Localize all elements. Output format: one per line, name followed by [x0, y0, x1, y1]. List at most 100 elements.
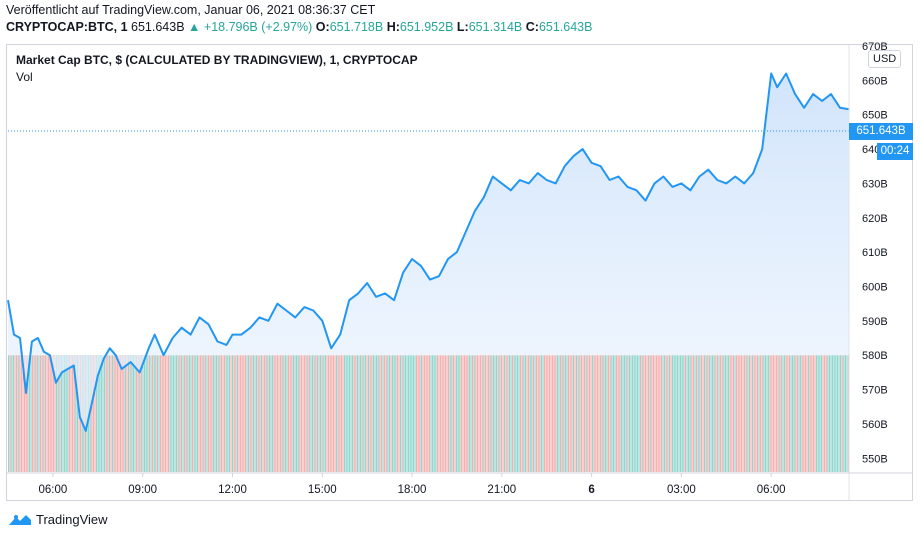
volume-bar: [115, 355, 117, 472]
volume-bar: [329, 355, 331, 472]
volume-bar: [54, 355, 56, 472]
symbol-ohlc-bar: CRYPTOCAP:BTC, 1 651.643B ▲ +18.796B (+2…: [6, 20, 592, 34]
volume-bar: [323, 355, 325, 472]
x-tick-label: 12:00: [218, 484, 247, 496]
volume-bar: [297, 355, 299, 472]
volume-bar: [315, 355, 317, 472]
volume-bar: [153, 355, 155, 472]
volume-bar: [817, 355, 819, 472]
volume-bar: [443, 355, 445, 472]
volume-bar: [94, 355, 96, 472]
volume-bar: [664, 355, 666, 472]
volume-bar: [129, 355, 131, 472]
volume-bar: [252, 355, 254, 472]
volume-bar: [675, 355, 677, 472]
volume-bar: [296, 355, 298, 472]
volume-bar: [265, 355, 267, 472]
volume-bar: [12, 355, 14, 472]
volume-bar: [126, 355, 128, 472]
volume-bar: [673, 355, 675, 472]
high-label: H:: [386, 20, 400, 34]
volume-bar: [160, 355, 162, 472]
volume-bar: [353, 355, 355, 472]
volume-bar: [504, 355, 506, 472]
volume-bar: [232, 355, 234, 472]
volume-bar: [475, 355, 477, 472]
volume-bar: [219, 355, 221, 472]
volume-bar: [276, 355, 278, 472]
volume-bar: [737, 355, 739, 472]
volume-bar: [761, 355, 763, 472]
volume-bar: [542, 355, 544, 472]
volume-bar: [377, 355, 379, 472]
currency-button[interactable]: USD: [868, 50, 902, 68]
volume-bar: [644, 355, 646, 472]
volume-bar: [547, 355, 549, 472]
volume-bar: [163, 355, 165, 472]
volume-bar: [531, 355, 533, 472]
volume-bar: [155, 355, 157, 472]
volume-bar: [636, 355, 638, 472]
volume-bar: [68, 355, 70, 472]
volume-bar: [254, 355, 256, 472]
volume-bar: [284, 355, 286, 472]
volume-bar: [372, 355, 374, 472]
volume-bar: [776, 355, 778, 472]
volume-bar: [667, 355, 669, 472]
volume-bar: [665, 355, 667, 472]
volume-bar: [646, 355, 648, 472]
volume-bar: [342, 355, 344, 472]
volume-bar: [502, 355, 504, 472]
volume-bar: [785, 355, 787, 472]
volume-bar: [100, 355, 102, 472]
volume-bar: [190, 355, 192, 472]
volume-bar: [697, 355, 699, 472]
price-line: [7, 72, 850, 432]
volume-bar: [723, 355, 725, 472]
volume-bar: [508, 355, 510, 472]
volume-bar: [632, 355, 634, 472]
volume-bar: [710, 355, 712, 472]
pane-title: Market Cap BTC, $ (CALCULATED BY TRADING…: [16, 53, 418, 67]
change-value: ▲ +18.796B (+2.97%): [188, 20, 313, 34]
volume-bar: [14, 355, 16, 472]
volume-bar: [238, 355, 240, 472]
footer-brand[interactable]: TradingView: [8, 512, 108, 527]
volume-bar: [331, 355, 333, 472]
volume-bar: [363, 355, 365, 472]
volume-bar: [289, 355, 291, 472]
volume-bar: [144, 355, 146, 472]
volume-bar: [244, 355, 246, 472]
volume-bar: [704, 355, 706, 472]
volume-bar: [291, 355, 293, 472]
volume-bar: [808, 355, 810, 472]
volume-bar: [768, 355, 770, 472]
volume-bar: [638, 355, 640, 472]
volume-bar: [500, 355, 502, 472]
chart-frame[interactable]: [6, 44, 913, 501]
volume-bar: [220, 355, 222, 472]
volume-bar: [470, 355, 472, 472]
volume-bar: [568, 355, 570, 472]
volume-bar: [411, 355, 413, 472]
volume-bar: [505, 355, 507, 472]
volume-bar: [59, 355, 61, 472]
price-area: [7, 72, 850, 432]
x-tick-label: 18:00: [398, 484, 427, 496]
volume-bar: [206, 355, 208, 472]
volume-bar: [566, 355, 568, 472]
open-label: O:: [315, 20, 330, 34]
volume-bar: [739, 355, 741, 472]
volume-bar: [780, 355, 782, 472]
y-tick-label: 570B: [862, 385, 888, 397]
volume-bar: [171, 355, 173, 472]
volume-bar: [657, 355, 659, 472]
volume-bar: [753, 355, 755, 472]
volume-bar: [609, 355, 611, 472]
volume-bar: [235, 355, 237, 472]
volume-bar: [438, 355, 440, 472]
volume-bar: [184, 355, 186, 472]
volume-bar: [38, 355, 40, 472]
volume-bar: [795, 355, 797, 472]
